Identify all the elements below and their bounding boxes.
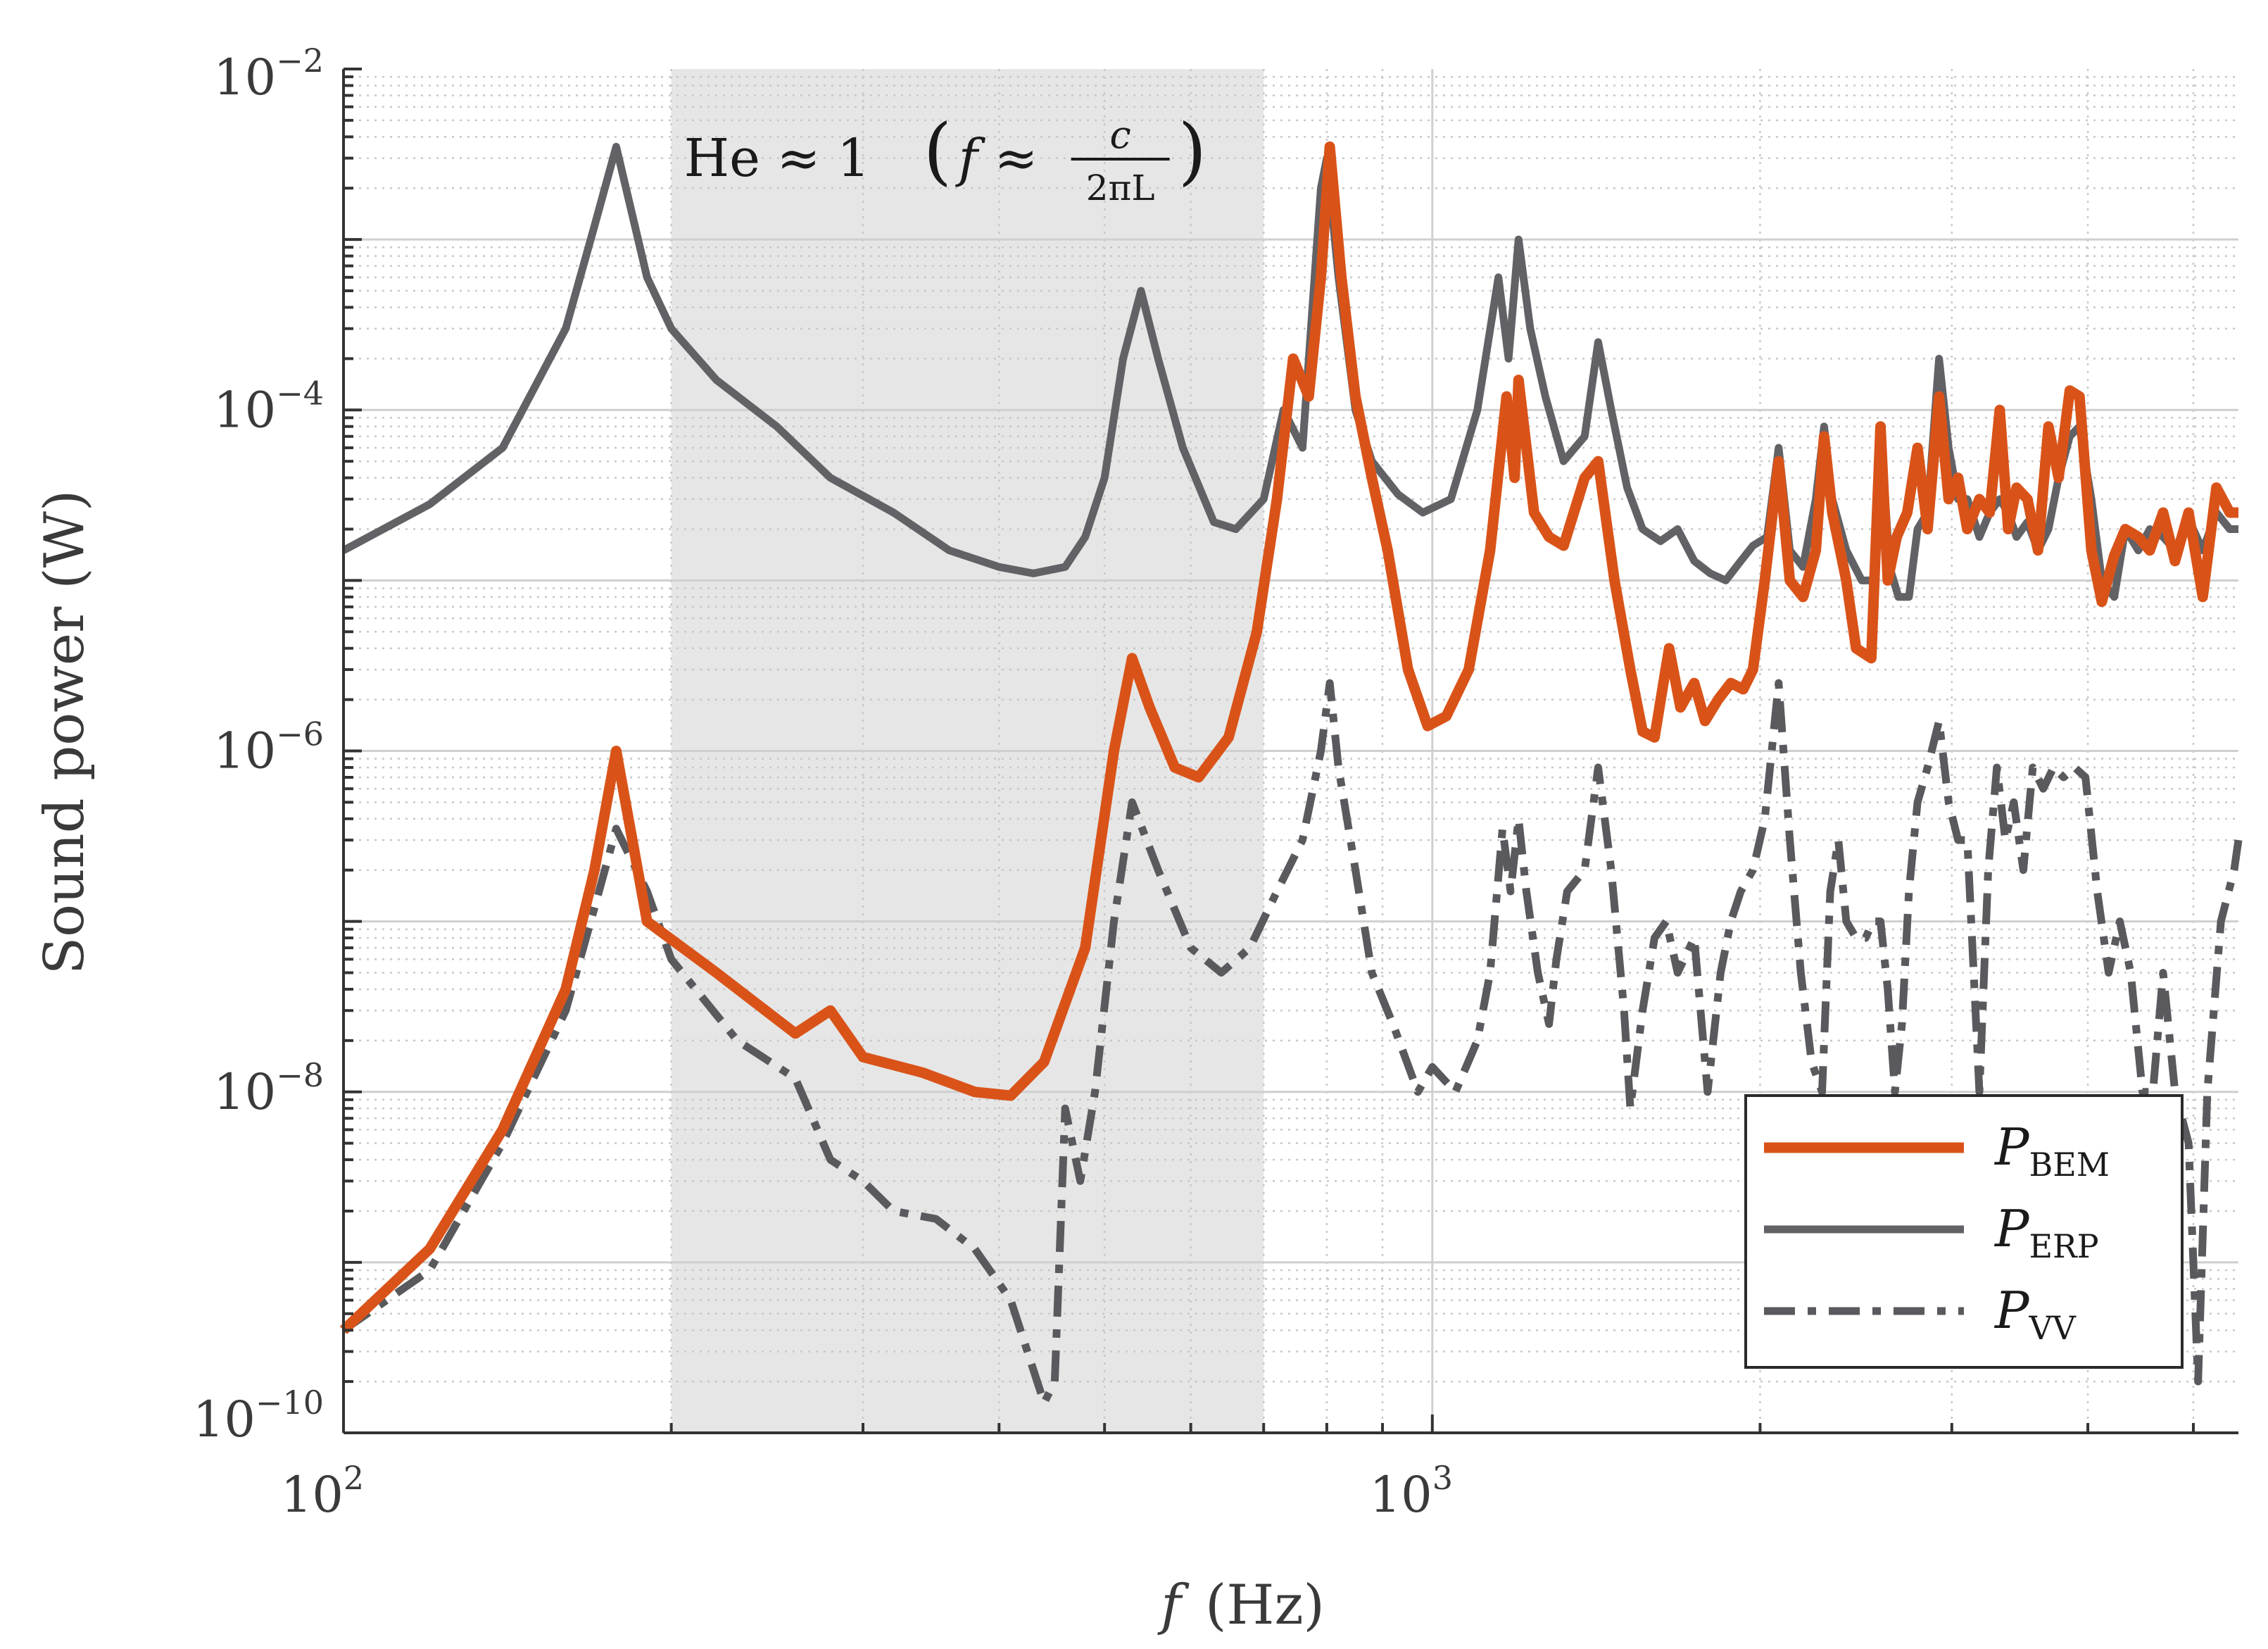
x-tick-label: 102	[281, 1459, 364, 1524]
annotation-close-paren: )	[1178, 108, 1207, 194]
axes-frame-layer	[342, 68, 2238, 1434]
y-tick-label: 10−8	[213, 1056, 324, 1121]
annotation-fraction-denominator: 2πL	[1086, 168, 1155, 208]
annotation-he-label: He ≈ 1	[684, 128, 870, 189]
legend-label: PERP	[1993, 1199, 2099, 1265]
y-axis-label: Sound power (W)	[33, 490, 96, 975]
annotation-fraction-numerator: c	[1110, 113, 1131, 157]
series-line-p-vv	[341, 679, 2243, 1407]
tick-label-layer: 102 103 10−10 10−8 10−6 10−4 10−2	[193, 42, 1453, 1524]
annotation-lhs: f ≈	[955, 128, 1038, 189]
series-layer	[339, 141, 2243, 1407]
legend: PBEM PERP PVV	[1744, 1094, 2184, 1369]
y-tick-label: 10−4	[213, 374, 324, 439]
x-axis-label-unit: (Hz)	[1205, 1574, 1325, 1637]
x-tick-label: 103	[1370, 1459, 1453, 1524]
annotation-open-paren: (	[924, 108, 952, 194]
legend-label: PVV	[1993, 1281, 2077, 1347]
y-tick-label: 10−6	[213, 715, 324, 780]
series-line-p-erp	[341, 142, 2238, 601]
y-tick-label: 10−2	[213, 42, 324, 106]
legend-label: PBEM	[1993, 1117, 2110, 1184]
series-line-p-bem	[339, 141, 2238, 1334]
y-tick-label: 10−10	[193, 1384, 324, 1448]
shaded-region-annotation: He ≈ 1 ( f ≈ c 2πL )	[684, 108, 1207, 208]
